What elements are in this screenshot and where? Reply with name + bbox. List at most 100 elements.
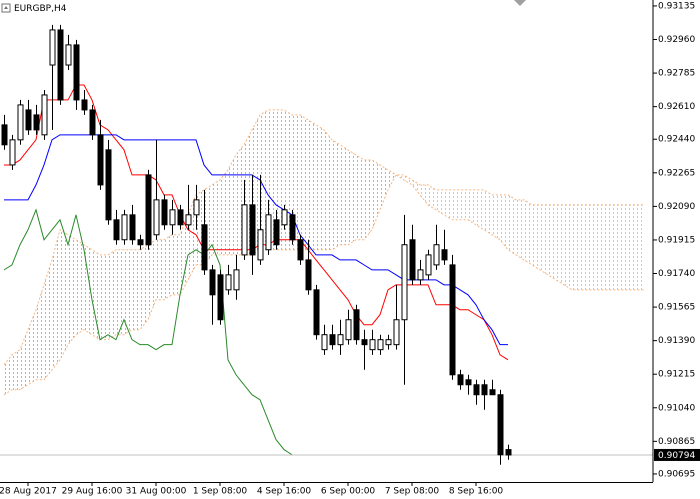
candle-body (353, 309, 360, 341)
cloud-edge (3, 174, 644, 396)
cloud-segment (20, 329, 28, 390)
y-tick-label: 0.91215 (658, 370, 695, 380)
candle-body (185, 214, 192, 226)
cloud-segment (52, 229, 60, 370)
cloud-segment (148, 239, 156, 320)
x-tick-label: 8 Sep 16:00 (449, 487, 504, 497)
cloud-segment (532, 204, 540, 270)
candle-body (457, 374, 464, 386)
x-tick-label: 6 Sep 00:00 (321, 487, 376, 497)
candle-body (217, 274, 224, 321)
cloud-segment (180, 214, 188, 295)
candle-body (289, 214, 296, 241)
cloud-segment (524, 199, 532, 265)
candle-body (201, 224, 208, 271)
cloud-segment (356, 154, 364, 240)
y-tick-label: 0.90865 (658, 437, 695, 447)
cloud-segment (156, 239, 164, 300)
candle-body (393, 319, 400, 346)
cloud-segment (476, 189, 484, 230)
candle-body (425, 254, 432, 276)
indicator-line (4, 84, 509, 361)
y-tick-label: 0.92440 (658, 135, 695, 145)
y-tick-label: 0.91390 (658, 336, 695, 346)
cloud-segment (132, 249, 140, 330)
cloud-segment (516, 199, 524, 260)
cloud-segment (412, 179, 420, 195)
cloud-segment (12, 349, 20, 390)
candle-body (361, 339, 368, 346)
candle-body (337, 334, 344, 346)
cloud-segment (36, 284, 44, 380)
candle-body (193, 199, 200, 216)
cloud-segment (484, 189, 492, 235)
candle-body (97, 134, 104, 186)
current-price-label: 0.90794 (658, 451, 695, 461)
candle-body (121, 214, 128, 241)
cloud-segment (332, 139, 340, 250)
cloud-segment (612, 204, 620, 290)
y-tick-label: 0.92090 (658, 202, 695, 212)
chart-title: EURGBP,H4 (14, 4, 67, 14)
candle-body (473, 384, 480, 396)
cloud-segment (460, 189, 468, 220)
cloud-segment (572, 204, 580, 290)
candle-body (113, 219, 120, 241)
candle-body (65, 44, 72, 66)
candle-body (321, 334, 328, 351)
cloud-segment (380, 164, 388, 210)
candle-body (369, 339, 376, 351)
candle-body (9, 139, 16, 166)
x-tick-label: 28 Aug 2017 (0, 487, 57, 497)
y-tick-label: 0.93135 (658, 1, 695, 11)
candle-body (233, 269, 240, 291)
symbol-icon (1, 3, 11, 13)
candle-body (329, 334, 336, 346)
cloud-segment (492, 194, 500, 240)
cloud-segment (84, 244, 92, 335)
line-layer (0, 84, 653, 456)
indicator-line (4, 134, 508, 346)
cloud-segment (108, 249, 116, 340)
y-tick-label: 0.91740 (658, 269, 695, 279)
cloud-segment (100, 254, 108, 340)
candle-body (257, 229, 264, 261)
cloud-segment (628, 204, 636, 290)
candle-body (33, 114, 40, 131)
cloud-segment (388, 169, 396, 190)
cloud-segment (444, 189, 452, 220)
candle-body (153, 199, 160, 236)
candle-body (169, 209, 176, 226)
cloud-segment (340, 144, 348, 245)
cloud-segment (596, 204, 604, 290)
cloud-segment (4, 354, 12, 395)
candle-body (449, 264, 456, 376)
candle-body (441, 249, 448, 261)
x-tick-label: 7 Sep 08:00 (385, 487, 440, 497)
cloud-segment (300, 114, 308, 250)
candle-body (465, 379, 472, 386)
y-tick-label: 0.92960 (658, 35, 695, 45)
cloud-segment (588, 204, 596, 290)
cloud-segment (620, 204, 628, 290)
cloud-segment (372, 159, 380, 230)
y-tick-label: 0.92265 (658, 168, 695, 178)
candle-body (489, 389, 496, 396)
cloud-segment (556, 204, 564, 285)
candle-body (265, 214, 272, 251)
cloud-edge (3, 109, 644, 366)
cloud-segment (76, 239, 84, 335)
indicator-line (3, 208, 293, 456)
candle-body (89, 109, 96, 136)
cloud-segment (60, 229, 68, 360)
candle-body (225, 274, 232, 291)
x-tick-label: 1 Sep 08:00 (193, 487, 248, 497)
candle-body (313, 289, 320, 336)
candle-body (273, 219, 280, 246)
cloud-segment (172, 234, 180, 295)
cloud-segment (564, 204, 572, 290)
candle-body (417, 269, 424, 281)
cloud-segment (364, 159, 372, 240)
candle-body (377, 339, 384, 351)
